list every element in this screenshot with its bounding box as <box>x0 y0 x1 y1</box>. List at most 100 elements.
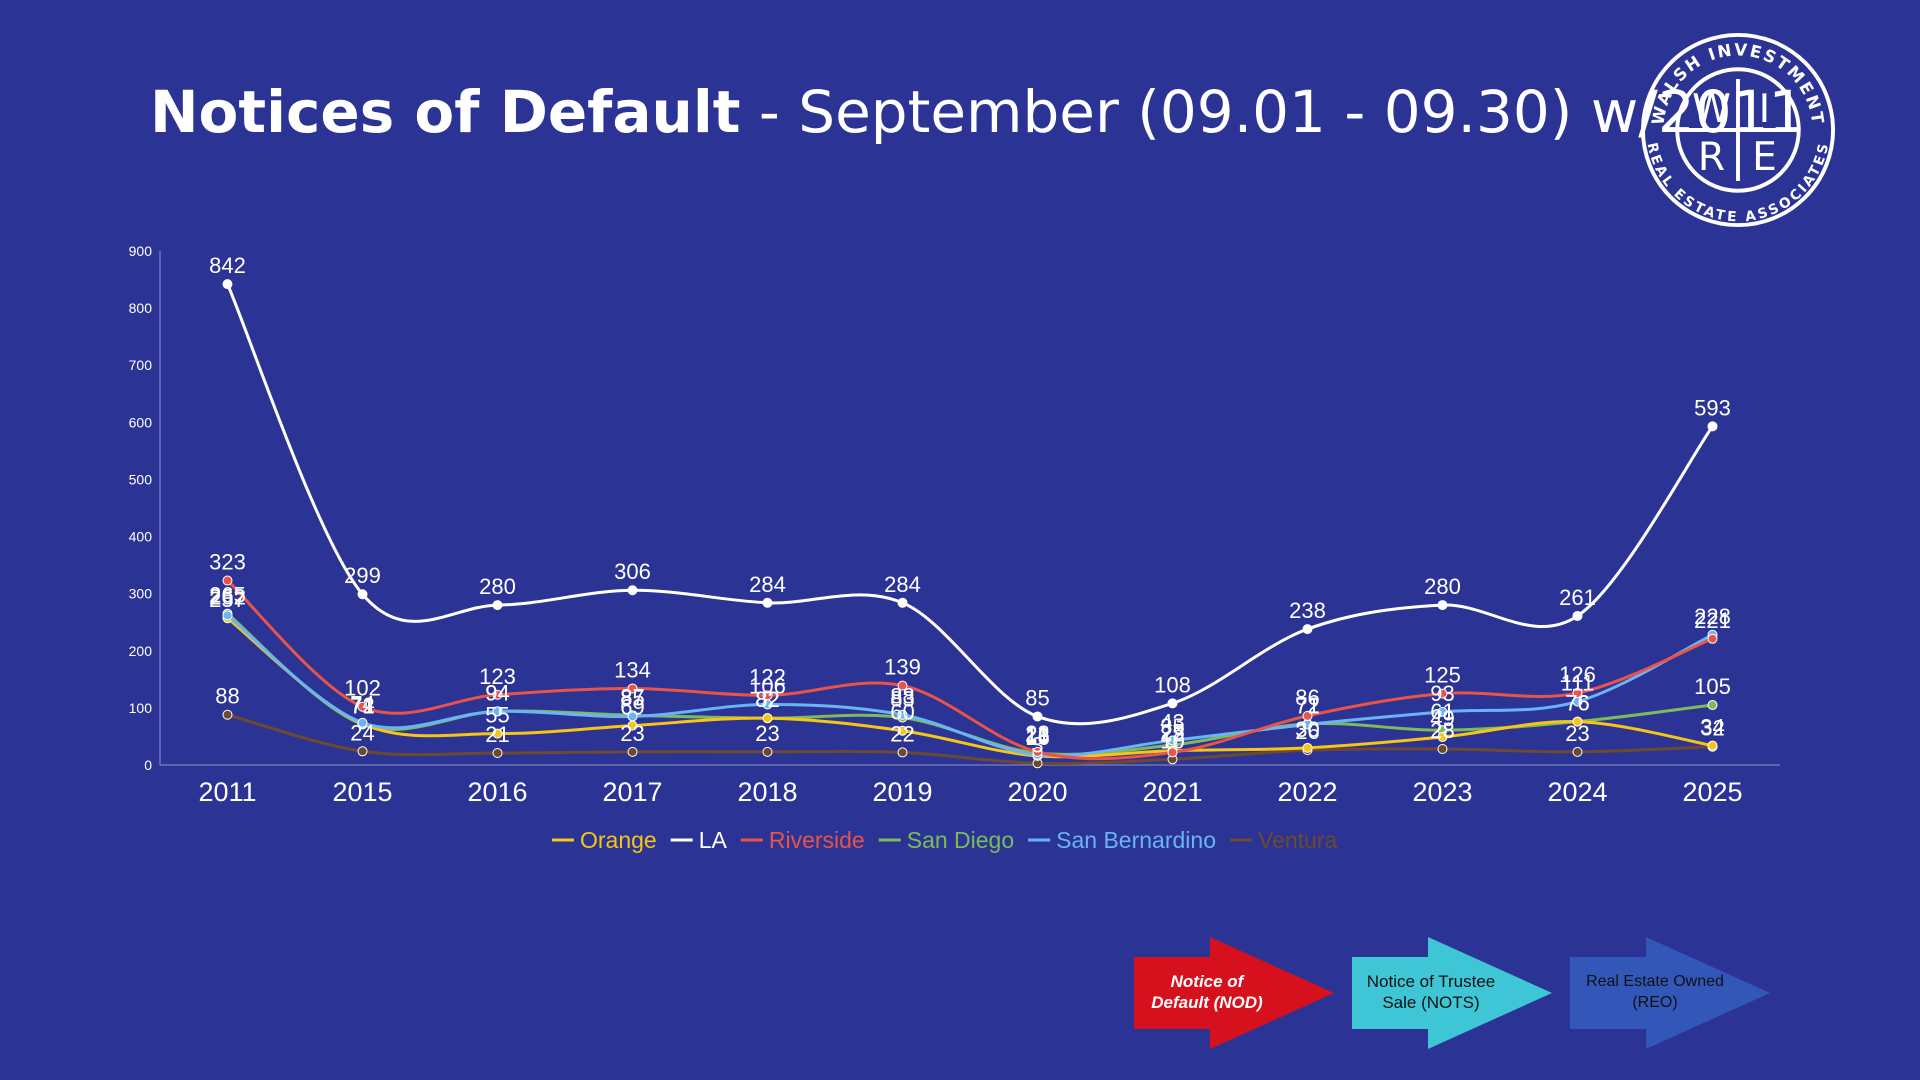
reo-label: Real Estate Owned (REO) <box>1586 973 1724 1011</box>
data-label-orange: 76 <box>1565 691 1589 716</box>
x-tick-label: 2020 <box>1007 777 1067 807</box>
data-label-ventura: 22 <box>890 721 914 746</box>
title-bold: Notices of Default <box>150 78 741 146</box>
x-tick-label: 2017 <box>602 777 662 807</box>
data-label-ventura: 28 <box>1430 718 1454 743</box>
y-tick-label: 0 <box>144 757 152 773</box>
x-tick-label: 2018 <box>737 777 797 807</box>
data-label-la: 284 <box>749 572 786 597</box>
series-line-ventura <box>227 713 1713 766</box>
data-point-riverside <box>627 683 638 694</box>
data-point-san-bernardino <box>1437 706 1448 717</box>
data-point-riverside <box>1302 710 1313 721</box>
data-label-san-diego: 87 <box>620 684 644 709</box>
data-point-riverside <box>1032 746 1043 757</box>
x-tick-label: 2016 <box>467 777 527 807</box>
y-tick-label: 600 <box>129 414 153 430</box>
legend-label-san-bernardino: San Bernardino <box>1056 827 1216 853</box>
data-label-ventura: 21 <box>485 722 509 747</box>
data-label-san-bernardino: 262 <box>209 584 246 609</box>
data-label-riverside: 126 <box>1559 662 1596 687</box>
data-label-san-bernardino: 228 <box>1694 604 1731 629</box>
data-label-ventura: 10 <box>1160 728 1184 753</box>
data-label-riverside: 102 <box>344 676 381 701</box>
data-point-san-bernardino <box>627 711 638 722</box>
data-label-orange: 69 <box>620 695 644 720</box>
data-label-san-bernardino: 18 <box>1025 724 1049 749</box>
data-label-san-diego: 94 <box>485 680 509 705</box>
reo-arrow: Real Estate Owned (REO) <box>1570 937 1770 1049</box>
data-point-la <box>1302 624 1313 635</box>
data-point-riverside <box>1572 688 1583 699</box>
y-tick-label: 900 <box>129 243 153 259</box>
data-label-ventura: 23 <box>755 721 779 746</box>
data-point-la <box>1167 698 1178 709</box>
data-label-orange: 55 <box>485 703 509 728</box>
x-tick-label: 2024 <box>1547 777 1607 807</box>
data-label-riverside: 123 <box>479 664 516 689</box>
data-point-ventura <box>357 746 368 757</box>
data-label-san-bernardino: 71 <box>1295 693 1319 718</box>
series-line-san-bernardino <box>226 614 1714 757</box>
data-label-orange: 30 <box>1295 717 1319 742</box>
data-label-la: 261 <box>1559 585 1596 610</box>
data-label-ventura: 88 <box>215 684 239 709</box>
logo-letter-r: R <box>1698 135 1725 180</box>
x-tick-label: 2011 <box>198 777 256 807</box>
data-point-la <box>1437 600 1448 611</box>
data-point-ventura <box>627 746 638 757</box>
x-tick-label: 2023 <box>1412 777 1472 807</box>
data-label-san-bernardino: 85 <box>620 685 644 710</box>
data-label-san-diego: 265 <box>209 583 246 608</box>
nod-arrow-shape <box>1134 937 1334 1049</box>
wire-logo: W I R E WALSH INVESTMENT REAL ESTATE ASS… <box>1640 32 1836 228</box>
data-label-orange: 25 <box>1160 720 1184 745</box>
y-tick-label: 400 <box>129 529 153 545</box>
data-label-riverside: 122 <box>749 664 786 689</box>
legend-label-ventura: Ventura <box>1258 827 1337 853</box>
data-label-san-bernardino: 88 <box>890 684 914 709</box>
data-label-la: 280 <box>479 574 516 599</box>
data-label-orange: 49 <box>1430 706 1454 731</box>
legend-label-la: LA <box>699 827 728 853</box>
data-label-san-bernardino: 94 <box>485 680 509 705</box>
reo-arrow-shape <box>1570 937 1770 1049</box>
data-label-riverside: 22 <box>1160 721 1184 746</box>
data-label-ventura: 3 <box>1031 732 1043 757</box>
logo-letter-w: W <box>1692 87 1731 132</box>
logo-letter-i: I <box>1759 87 1771 132</box>
y-tick-label: 500 <box>129 471 153 487</box>
data-point-la <box>1032 711 1043 722</box>
data-point-riverside <box>492 689 503 700</box>
data-label-la: 108 <box>1154 672 1191 697</box>
y-tick-label: 800 <box>129 300 153 316</box>
data-label-la: 280 <box>1424 574 1461 599</box>
data-label-san-bernardino: 74 <box>350 692 374 717</box>
data-label-orange: 16 <box>1025 725 1049 750</box>
data-label-riverside: 139 <box>884 655 921 680</box>
x-tick-label: 2015 <box>332 777 392 807</box>
data-label-san-diego: 21 <box>1025 722 1049 747</box>
y-tick-label: 700 <box>129 357 153 373</box>
data-label-la: 85 <box>1025 685 1049 710</box>
logo-letter-e: E <box>1752 135 1777 180</box>
data-label-ventura: 26 <box>1295 719 1319 744</box>
data-point-ventura <box>1572 746 1583 757</box>
data-label-riverside: 125 <box>1424 663 1461 688</box>
data-label-san-bernardino: 93 <box>1430 681 1454 706</box>
y-tick-label: 100 <box>129 700 153 716</box>
y-tick-label: 300 <box>129 586 153 602</box>
x-tick-label: 2021 <box>1142 777 1202 807</box>
legend-label-riverside: Riverside <box>769 827 865 853</box>
data-label-orange: 82 <box>755 687 779 712</box>
data-point-ventura <box>762 746 773 757</box>
data-label-san-bernardino: 111 <box>1561 671 1594 696</box>
data-point-riverside <box>222 575 233 586</box>
data-label-san-diego: 83 <box>890 687 914 712</box>
data-label-riverside: 23 <box>1025 721 1049 746</box>
data-label-la: 842 <box>209 253 246 278</box>
data-point-san-bernardino <box>357 717 368 728</box>
data-point-san-bernardino <box>492 706 503 717</box>
data-label-riverside: 221 <box>1694 608 1731 633</box>
